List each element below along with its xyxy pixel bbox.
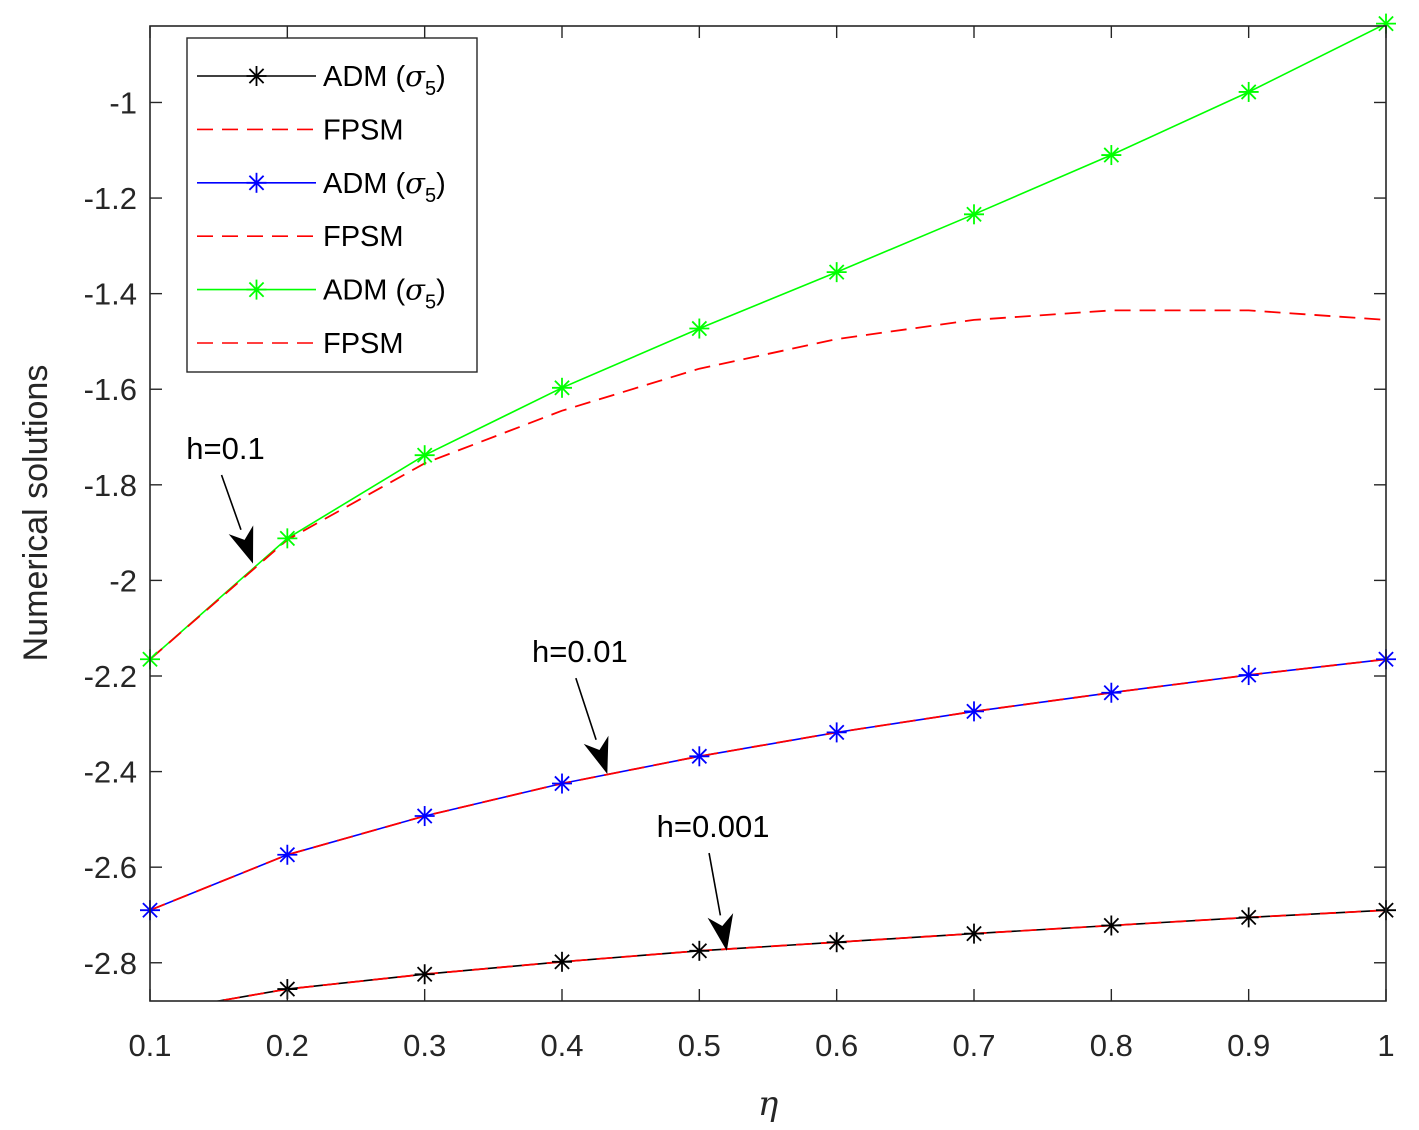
marker-h=0.01-0.9 <box>1238 665 1259 686</box>
y-tick-label: -2 <box>109 563 137 598</box>
marker-h=0.1-0.8 <box>1101 145 1122 166</box>
y-tick-label: -1.8 <box>84 468 137 503</box>
marker-h=0.001-0.5 <box>689 940 710 961</box>
y-tick-label: -1.2 <box>84 181 137 216</box>
legend-item-h=0.1-fpsm: FPSM <box>197 328 404 360</box>
legend-item-h=0.001-fpsm: FPSM <box>197 114 404 146</box>
marker-h=0.1-0.3 <box>414 445 435 466</box>
legend-item-h=0.001-adm: ADM (σ5) <box>197 59 446 100</box>
legend-marker <box>246 279 267 300</box>
x-tick-label: 0.2 <box>266 1028 309 1063</box>
annotation-arrow-head <box>228 525 254 564</box>
marker-h=0.01-0.3 <box>414 806 435 827</box>
marker-h=0.01-0.7 <box>964 701 984 722</box>
x-tick-label: 0.9 <box>1227 1028 1270 1063</box>
annotation-label: h=0.001 <box>657 809 770 844</box>
y-tick-label: -1 <box>109 85 137 120</box>
marker-h=0.1-0.7 <box>964 204 984 225</box>
legend-label: FPSM <box>323 114 404 146</box>
series-line-h=0.1-adm <box>150 26 1383 660</box>
annotation-arrow-shaft <box>708 852 722 916</box>
marker-h=0.1-0.2 <box>277 528 298 549</box>
legend: ADM (σ5) FPSM ADM (σ5) FPSM ADM (σ5) FPSM <box>186 37 478 373</box>
legend-marker <box>246 66 267 86</box>
annotation-arrow-shaft <box>220 474 242 531</box>
marker-h=0.1-0.5 <box>689 318 710 339</box>
y-tick-label: -2.6 <box>84 850 137 885</box>
marker-h=0.001-0.9 <box>1238 907 1259 928</box>
x-tick-label: 0.1 <box>128 1028 171 1063</box>
marker-h=0.1-0.9 <box>1238 81 1259 102</box>
x-tick-label: 0.4 <box>540 1028 583 1063</box>
marker-h=0.001-0.3 <box>414 964 435 985</box>
legend-item-h=0.01-fpsm: FPSM <box>197 221 404 253</box>
legend-label: FPSM <box>323 221 404 253</box>
y-axis-title: Numerical solutions <box>17 365 55 662</box>
series-line-h=0.01-fpsm <box>150 658 1386 912</box>
series-line-h=0.001-fpsm <box>213 909 1386 1001</box>
annotation-arrow-head <box>707 913 734 951</box>
series-layer <box>150 26 1386 1001</box>
marker-h=0.001-0.8 <box>1101 915 1122 936</box>
x-axis-title: η <box>758 1084 779 1124</box>
annotation-h=0.001: h=0.001 <box>657 809 770 951</box>
legend-label: ADM (σ5) <box>323 166 446 207</box>
legend-item-h=0.1-adm: ADM (σ5) <box>197 273 446 314</box>
y-tick-label: -2.4 <box>84 755 137 790</box>
marker-h=0.01-0.4 <box>552 773 572 794</box>
marker-h=0.001-0.6 <box>826 932 847 953</box>
marker-h=0.01-0.5 <box>689 746 710 767</box>
x-tick-label: 0.5 <box>678 1028 721 1063</box>
annotation-arrow-head <box>583 735 609 774</box>
annotation-label: h=0.01 <box>532 634 628 669</box>
marker-h=0.01-0.2 <box>277 844 298 865</box>
legend-label: FPSM <box>323 328 404 360</box>
annotation-h=0.1: h=0.1 <box>186 431 265 564</box>
marker-h=0.01-0.8 <box>1101 682 1122 703</box>
axes-layer: 0.1 0.2 0.3 0.4 0.5 0.6 0.7 0.8 0.9 1 -1 -1.2 -1.4 -1… <box>84 26 1395 1063</box>
marker-h=0.1-0.4 <box>552 377 572 398</box>
x-tick-label: 0.8 <box>1090 1028 1133 1063</box>
y-tick-label: -2.2 <box>84 659 137 694</box>
annotation-label: h=0.1 <box>186 431 264 466</box>
y-tick-label: -1.4 <box>84 277 137 312</box>
legend-item-h=0.01-adm: ADM (σ5) <box>197 166 446 207</box>
marker-h=0.1-0.6 <box>826 262 847 283</box>
marker-h=0.001-0.7 <box>964 923 984 944</box>
legend-label: ADM (σ5) <box>323 59 446 100</box>
x-tick-label: 1 <box>1377 1028 1394 1063</box>
x-tick-label: 0.7 <box>952 1028 995 1063</box>
legend-marker <box>246 172 267 193</box>
marker-h=0.01-0.6 <box>826 722 847 743</box>
y-tick-label: -2.8 <box>84 946 137 981</box>
legend-box <box>186 37 478 373</box>
annotation-layer: h=0.1 h=0.01 h=0.001 <box>186 431 770 951</box>
y-tick-label: -1.6 <box>84 372 137 407</box>
annotation-arrow-shaft <box>575 677 597 741</box>
x-tick-label: 0.3 <box>403 1028 446 1063</box>
marker-h=0.001-0.4 <box>552 951 572 972</box>
annotation-h=0.01: h=0.01 <box>532 634 628 774</box>
legend-label: ADM (σ5) <box>323 273 446 314</box>
x-tick-label: 0.6 <box>815 1028 858 1063</box>
plot-frame <box>149 25 1387 1002</box>
series-line-h=0.1-fpsm <box>150 309 1386 660</box>
